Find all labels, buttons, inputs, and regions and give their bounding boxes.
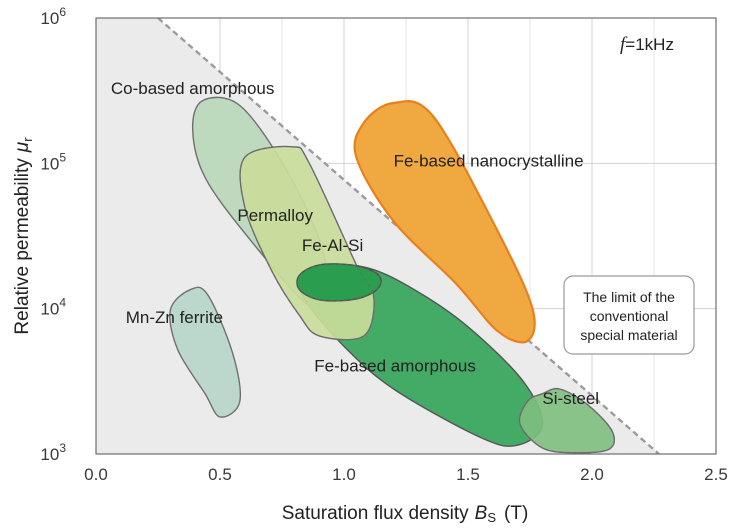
region-label-si-steel: Si-steel — [542, 389, 599, 408]
tick-labels-layer: 0.0 0.5 1.0 1.5 2.0 2.5 103 104 105 106 — [40, 5, 727, 484]
frequency-value: =1kHz — [625, 35, 674, 54]
plot-frame-layer — [95, 17, 717, 455]
region-overlap-outline-fe-al-si — [296, 263, 382, 302]
region-overlap-outline-si-steel — [519, 388, 615, 454]
region-label-co-based-amorphous: Co-based amorphous — [111, 79, 274, 98]
y-axis-symbol-sub: r — [20, 137, 35, 142]
plot-frame — [95, 17, 717, 455]
x-tick-label: 0.0 — [84, 465, 108, 484]
x-tick-label: 2.5 — [704, 465, 728, 484]
regions-layer — [169, 96, 616, 454]
frequency-note: f=1kHz — [620, 34, 674, 55]
frequency-symbol: f — [620, 34, 628, 55]
region-overlap-outline-permalloy — [239, 146, 375, 341]
x-axis-symbol-sub: S — [487, 510, 496, 525]
y-tick-label: 104 — [40, 296, 66, 319]
x-axis-symbol: B — [475, 503, 488, 524]
x-tick-label: 2.0 — [580, 465, 604, 484]
region-label-mn-zn-ferrite: Mn-Zn ferrite — [126, 308, 223, 327]
limit-note-line-3: special material — [580, 327, 677, 343]
region-labels-layer: Co-based amorphous Permalloy Fe-Al-Si Fe-ba… — [111, 79, 599, 408]
y-axis-symbol: μ — [12, 141, 33, 153]
y-tick-label: 106 — [40, 5, 66, 28]
x-axis-label: Saturation flux density — [282, 503, 469, 524]
region-label-permalloy: Permalloy — [237, 206, 313, 225]
region-mn-zn-ferrite — [169, 286, 242, 418]
y-axis-label: Relative permeability — [12, 158, 33, 335]
region-fe-based-nanocrystalline — [353, 100, 536, 344]
region-label-fe-based-nanocrystalline: Fe-based nanocrystalline — [394, 152, 584, 171]
region-label-fe-al-si: Fe-Al-Si — [302, 236, 363, 255]
limit-note: The limit of the conventional special ma… — [563, 275, 695, 355]
x-tick-label: 0.5 — [208, 465, 232, 484]
limit-note-line-2: conventional — [590, 308, 669, 324]
y-tick-label: 103 — [40, 441, 66, 464]
limit-note-box — [563, 275, 695, 355]
x-axis-title: Saturation flux density BS (T) — [282, 503, 529, 525]
region-label-fe-based-amorphous: Fe-based amorphous — [314, 356, 476, 375]
y-tick-label: 105 — [40, 150, 66, 173]
y-axis-title: Relative permeability μr — [12, 137, 35, 335]
x-axis-unit: (T) — [504, 503, 528, 524]
limit-note-line-1: The limit of the — [583, 289, 675, 305]
x-tick-label: 1.0 — [332, 465, 356, 484]
x-tick-label: 1.5 — [456, 465, 480, 484]
